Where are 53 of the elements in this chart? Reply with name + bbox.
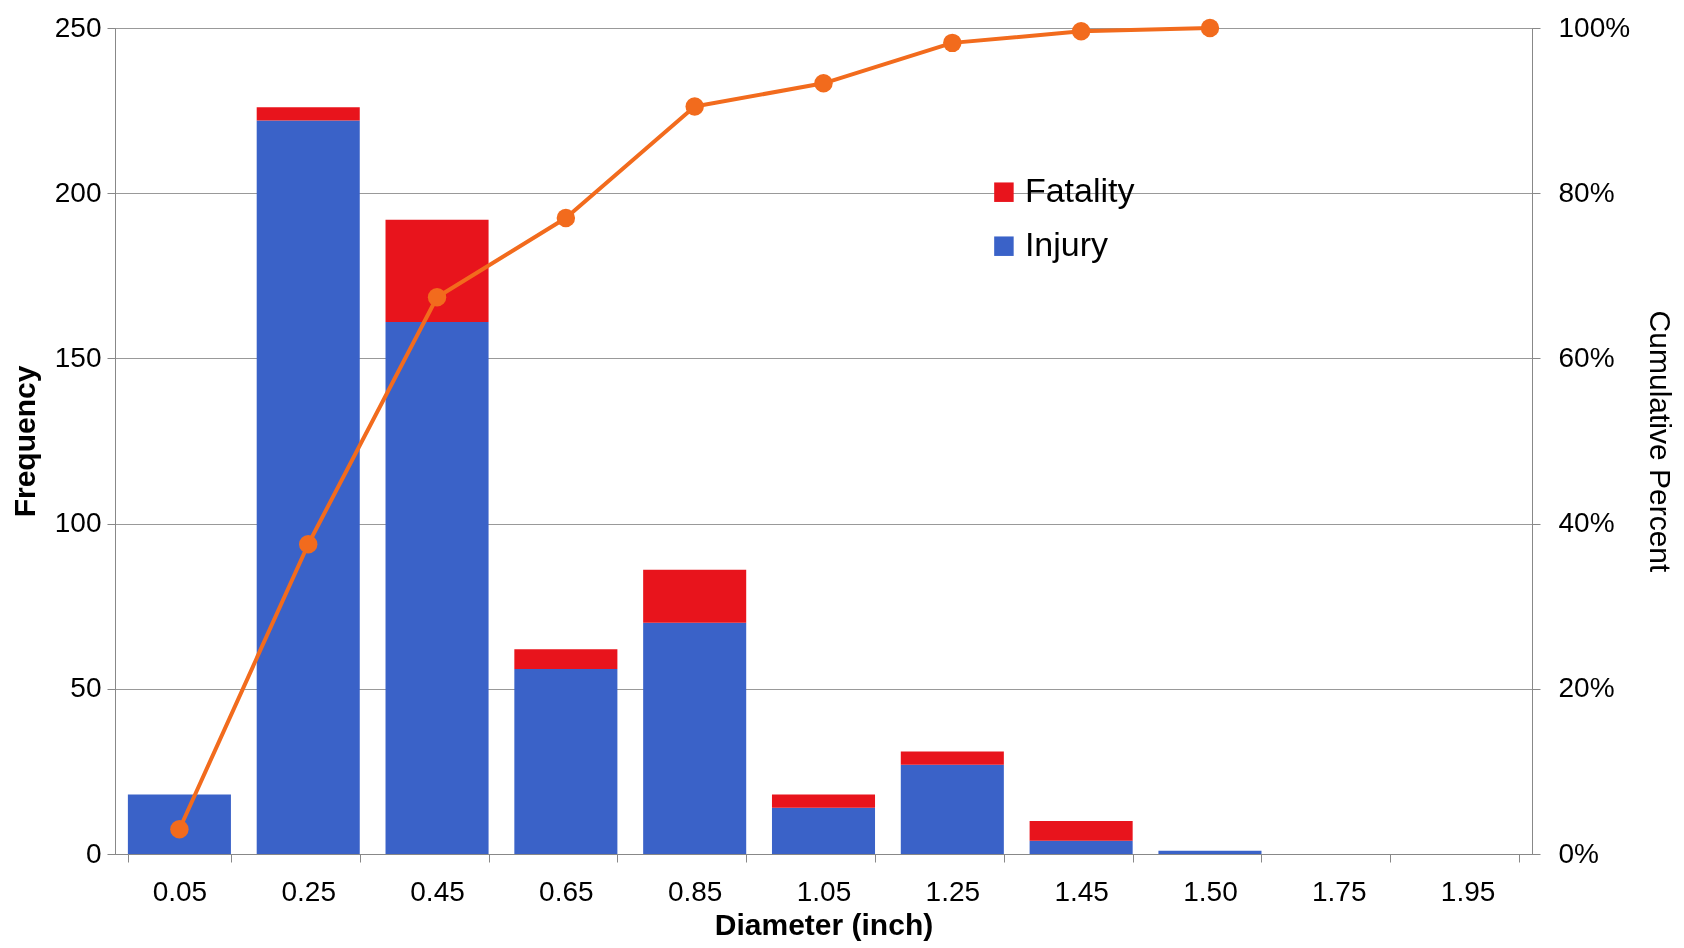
bar — [900, 764, 1004, 854]
y2-tick-label: 60% — [1558, 341, 1615, 373]
bar — [1029, 820, 1133, 841]
legend-label: Injury — [1024, 225, 1109, 264]
point — [427, 288, 447, 307]
bar — [385, 322, 489, 854]
x-tick-label: 1.05 — [796, 875, 852, 907]
x-tick-label: 0.25 — [281, 875, 336, 907]
x-tick-label: 0.05 — [152, 875, 208, 907]
x-tick-label: 0.45 — [410, 875, 465, 907]
x-tick-label: 1.50 — [1183, 875, 1238, 907]
y2-tick-label: 0% — [1558, 837, 1599, 869]
y-tick-label: 200 — [54, 176, 102, 208]
x-tick-label: 0.85 — [667, 875, 723, 907]
bar — [643, 569, 747, 623]
point — [170, 820, 189, 839]
y-tick-label: 50 — [70, 672, 102, 704]
bar — [1029, 840, 1133, 854]
bar — [385, 219, 489, 323]
x-tick-label: 0.65 — [539, 875, 594, 907]
point — [814, 74, 833, 93]
y-tick-label: 250 — [54, 11, 102, 43]
y2-tick-label: 20% — [1558, 672, 1615, 704]
bar — [900, 751, 1004, 765]
point — [943, 33, 962, 53]
y2-tick-label: 40% — [1558, 507, 1615, 539]
x-tick-label: 1.45 — [1054, 875, 1109, 907]
point — [299, 535, 318, 554]
x-tick-label: 1.75 — [1312, 875, 1367, 907]
point — [556, 208, 576, 228]
bar — [1158, 850, 1262, 854]
y-tick-label: 100 — [54, 507, 102, 539]
y-axis-title: Frequency — [7, 365, 41, 518]
point — [1071, 22, 1091, 41]
y2-tick-label: 80% — [1558, 176, 1615, 208]
bar — [256, 107, 360, 121]
x-tick-label: 1.25 — [925, 875, 981, 907]
bar — [514, 668, 618, 854]
bar — [771, 807, 876, 854]
x-axis-title: Diameter (inch) — [714, 907, 934, 941]
point — [685, 97, 704, 116]
bar — [771, 794, 876, 808]
y-tick-label: 150 — [54, 341, 102, 373]
legend-label: Fatality — [1024, 171, 1135, 210]
bar — [514, 649, 618, 669]
y-tick-label: 0 — [85, 837, 102, 869]
y2-tick-label: 100% — [1558, 11, 1631, 43]
y2-axis-title: Cumulative Percent — [1644, 310, 1678, 574]
bar — [643, 622, 747, 854]
point — [1200, 18, 1220, 38]
bar — [127, 794, 231, 854]
x-tick-label: 1.95 — [1440, 875, 1496, 907]
bar — [256, 120, 360, 854]
